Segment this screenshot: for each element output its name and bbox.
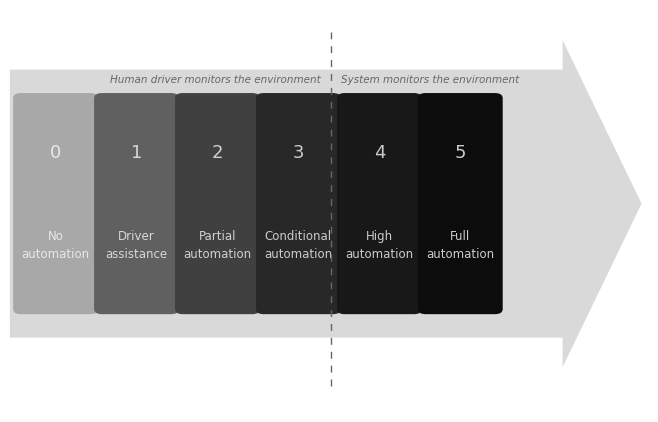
Text: High
automation: High automation (345, 230, 413, 261)
Polygon shape (10, 40, 642, 367)
Text: 3: 3 (293, 144, 304, 162)
Text: Human driver monitors the environment: Human driver monitors the environment (111, 75, 321, 85)
Text: Driver
assistance: Driver assistance (105, 230, 168, 261)
Text: System monitors the environment: System monitors the environment (341, 75, 519, 85)
FancyBboxPatch shape (13, 93, 98, 314)
Text: 4: 4 (374, 144, 385, 162)
Text: Conditional
automation: Conditional automation (265, 230, 332, 261)
FancyBboxPatch shape (337, 93, 422, 314)
Text: Full
automation: Full automation (426, 230, 494, 261)
FancyBboxPatch shape (256, 93, 341, 314)
FancyBboxPatch shape (418, 93, 503, 314)
Text: Partial
automation: Partial automation (184, 230, 251, 261)
Text: No
automation: No automation (22, 230, 89, 261)
Text: 1: 1 (131, 144, 142, 162)
Text: 0: 0 (50, 144, 61, 162)
Text: 2: 2 (212, 144, 223, 162)
FancyBboxPatch shape (175, 93, 260, 314)
Text: 5: 5 (455, 144, 466, 162)
FancyBboxPatch shape (94, 93, 179, 314)
